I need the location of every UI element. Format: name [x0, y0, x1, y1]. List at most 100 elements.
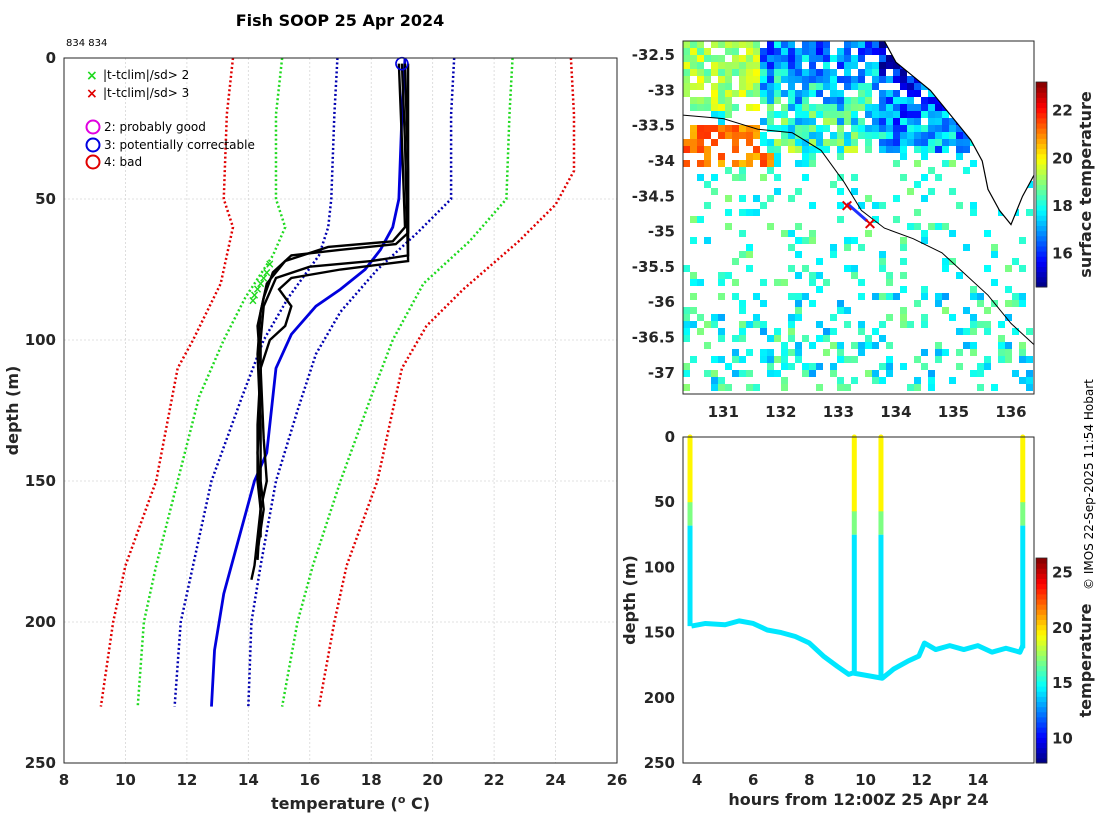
sst-pixel — [823, 48, 830, 55]
colorbar-segment — [1036, 128, 1047, 134]
sst-pixel — [844, 244, 851, 251]
sst-pixel — [907, 139, 914, 146]
sst-pixel — [809, 230, 816, 237]
sst-pixel — [886, 293, 893, 300]
sst-pixel — [984, 321, 991, 328]
colorbar-segment — [1036, 716, 1047, 723]
sst-pixel — [998, 335, 1005, 342]
sst-pixel — [704, 146, 711, 153]
sst-pixel — [900, 146, 907, 153]
sst-pixel — [746, 160, 753, 167]
map-x-tick-label: 131 — [708, 403, 739, 421]
colorbar-segment — [1036, 164, 1047, 170]
climatology-line — [99, 57, 235, 707]
sst-pixel — [767, 167, 774, 174]
legend-x-mark: × — [86, 86, 98, 102]
sst-pixel — [760, 279, 767, 286]
sst-pixel — [732, 132, 739, 139]
sst-pixel — [774, 48, 781, 55]
sst-pixel — [767, 55, 774, 62]
sst-pixel — [718, 328, 725, 335]
sst-pixel — [949, 230, 956, 237]
sst-pixel — [984, 230, 991, 237]
sst-pixel — [900, 97, 907, 104]
sst-pixel — [865, 69, 872, 76]
sst-pixel — [830, 69, 837, 76]
sst-pixel — [683, 41, 690, 48]
sst-pixel — [851, 139, 858, 146]
sst-pixel — [844, 146, 851, 153]
y-tick-label: 200 — [25, 613, 56, 631]
sst-pixel — [956, 139, 963, 146]
sst-pixel — [739, 307, 746, 314]
sst-pixel — [1026, 370, 1033, 377]
sst-pixel — [844, 321, 851, 328]
sst-pixel — [781, 139, 788, 146]
sst-pixel — [879, 104, 886, 111]
sst-pixel — [949, 139, 956, 146]
sst-pixel — [949, 125, 956, 132]
sst-pixel — [963, 328, 970, 335]
sst-pixel — [907, 111, 914, 118]
sst-pixel — [753, 62, 760, 69]
sst-pixel — [851, 265, 858, 272]
sst-pixel — [795, 111, 802, 118]
sst-pixel — [1026, 356, 1033, 363]
colorbar-segment — [1036, 194, 1047, 201]
sst-pixel — [851, 146, 858, 153]
figure-title: Fish SOOP 25 Apr 2024 — [236, 11, 445, 30]
sst-pixel — [886, 90, 893, 97]
sst-pixel — [802, 293, 809, 300]
sst-pixel — [851, 62, 858, 69]
sst-pixel — [697, 328, 704, 335]
colorbar-segment — [1036, 205, 1047, 211]
sst-pixel — [970, 293, 977, 300]
sst-pixel — [746, 132, 753, 139]
sst-pixel — [711, 174, 718, 181]
sst-pixel — [753, 384, 760, 391]
sst-pixel — [802, 370, 809, 377]
sst-pixel — [802, 146, 809, 153]
sst-pixel — [704, 160, 711, 167]
sst-pixel — [830, 181, 837, 188]
sst-pixel — [760, 97, 767, 104]
sst-pixel — [865, 370, 872, 377]
sst-pixel — [809, 111, 816, 118]
sst-pixel — [872, 216, 879, 223]
sst-pixel — [844, 55, 851, 62]
x-tick-label: 26 — [607, 771, 628, 789]
sst-pixel — [830, 363, 837, 370]
sst-pixel — [830, 251, 837, 258]
sst-pixel — [809, 202, 816, 209]
colorbar-segment — [1036, 660, 1047, 667]
sst-pixel — [970, 370, 977, 377]
sst-pixel — [739, 195, 746, 202]
sst-pixel — [1019, 349, 1026, 356]
flag-x-marker: × — [253, 282, 263, 296]
sst-pixel — [907, 125, 914, 132]
sst-pixel — [921, 111, 928, 118]
sst-pixel — [823, 41, 830, 48]
sst-pixel — [690, 146, 697, 153]
sst-pixel — [858, 83, 865, 90]
sst-pixel — [746, 90, 753, 97]
sst-pixel — [858, 202, 865, 209]
sst-pixel — [725, 125, 732, 132]
colorbar-segment — [1036, 184, 1047, 191]
sst-pixel — [823, 125, 830, 132]
sst-pixel — [907, 132, 914, 139]
ts-x-tick-label: 6 — [748, 771, 758, 789]
sst-pixel — [753, 153, 760, 160]
sst-pixel — [851, 377, 858, 384]
sst-pixel — [690, 237, 697, 244]
sst-pixel — [718, 377, 725, 384]
sst-pixel — [921, 97, 928, 104]
sst-pixel — [858, 125, 865, 132]
sst-pixel — [781, 62, 788, 69]
map-y-tick-label: -34.5 — [632, 187, 675, 205]
sst-pixel — [718, 314, 725, 321]
sst-pixel — [879, 125, 886, 132]
sst-pixel — [893, 90, 900, 97]
sst-pixel — [725, 272, 732, 279]
sst-pixel — [809, 139, 816, 146]
